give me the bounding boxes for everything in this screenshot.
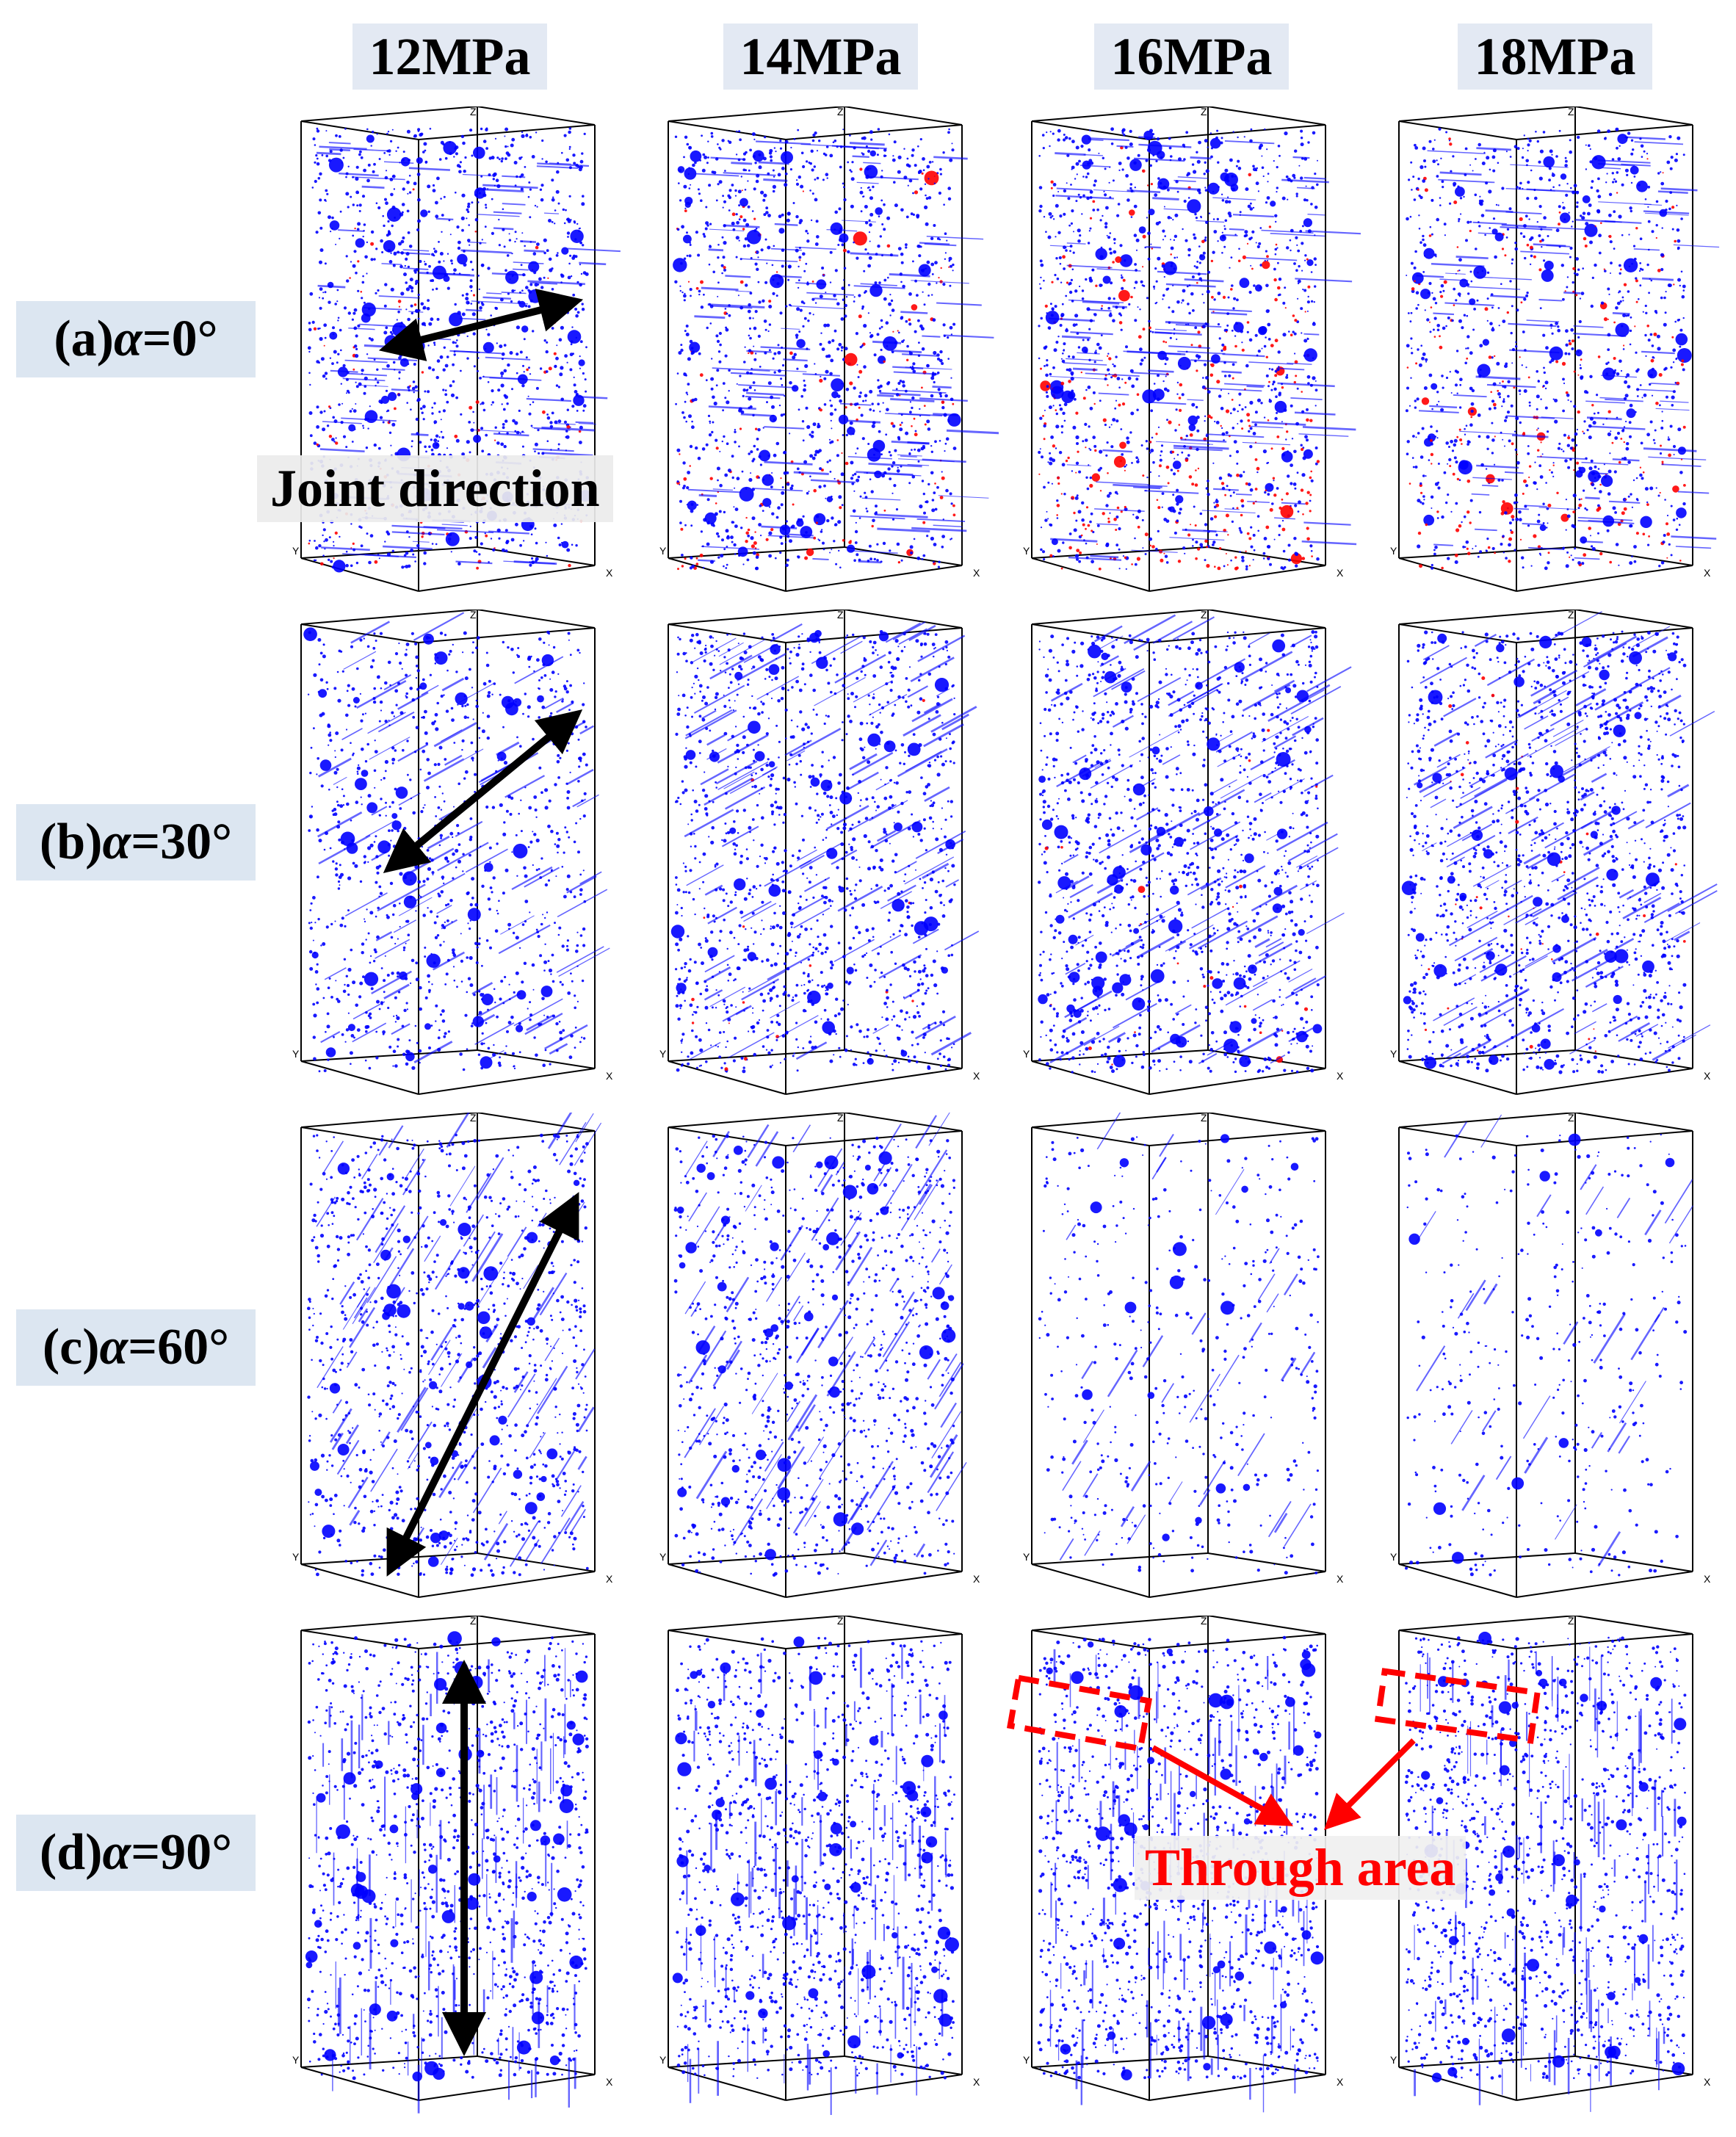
row-header-d: (d) α =90° [16, 1815, 256, 1891]
axis-letter-x: X [1337, 1070, 1344, 1082]
row-a-prefix: (a) [54, 311, 114, 367]
row-b-prefix: (b) [39, 814, 103, 870]
axis-letter-y: Y [292, 1048, 300, 1060]
axis-letter-x: X [1704, 1573, 1711, 1585]
axis-letter-x: X [973, 1070, 980, 1082]
axis-letter-z: Z [837, 106, 844, 117]
axis-letter-z: Z [470, 106, 477, 117]
axis-letter-z: Z [1201, 1616, 1207, 1627]
axis-letter-x: X [973, 567, 980, 579]
axis-letter-x: X [1337, 567, 1344, 579]
axis-letter-z: Z [1201, 1113, 1207, 1124]
specimen-panel: Z Y X [286, 106, 632, 606]
axis-letter-y: Y [1390, 1551, 1397, 1563]
specimen-panel: Z Y X [654, 106, 999, 606]
axis-letter-z: Z [470, 610, 477, 621]
specimen-panel: Z Y X [286, 610, 632, 1109]
axis-letter-y: Y [659, 2054, 667, 2066]
joint-direction-label: Joint direction [257, 455, 613, 522]
axis-letter-x: X [606, 1573, 613, 1585]
axis-letter-y: Y [1023, 2054, 1030, 2066]
axis-letter-x: X [606, 2076, 613, 2088]
row-c-value: =60° [128, 1319, 230, 1375]
row-header-c: (c) α =60° [16, 1309, 256, 1386]
row-d-symbol: α [102, 1824, 131, 1881]
axis-letter-y: Y [659, 545, 667, 557]
row-b-symbol: α [102, 814, 131, 870]
axis-letter-y: Y [1390, 1048, 1397, 1060]
specimen-panel: Z Y X [654, 1616, 999, 2115]
axis-letter-x: X [973, 1573, 980, 1585]
axis-letter-x: X [1704, 1070, 1711, 1082]
axis-letter-z: Z [1568, 1616, 1574, 1627]
column-header-18mpa: 18MPa [1458, 23, 1652, 90]
axis-letter-y: Y [1390, 2054, 1397, 2066]
row-header-a: (a) α =0° [16, 301, 256, 377]
row-d-prefix: (d) [39, 1824, 103, 1881]
axis-letter-x: X [606, 1070, 613, 1082]
row-header-b: (b) α =30° [16, 804, 256, 881]
axis-letter-z: Z [1568, 610, 1574, 621]
specimen-panel: Z Y X [1017, 106, 1362, 606]
row-b-value: =30° [131, 814, 233, 870]
axis-letter-z: Z [1201, 610, 1207, 621]
axis-letter-x: X [1337, 2076, 1344, 2088]
axis-letter-x: X [973, 2076, 980, 2088]
axis-letter-z: Z [470, 1616, 477, 1627]
axis-letter-y: Y [1023, 545, 1030, 557]
specimen-panel: Z Y X [654, 1113, 999, 1612]
axis-letter-z: Z [837, 1113, 844, 1124]
axis-letter-z: Z [837, 1616, 844, 1627]
axis-letter-x: X [1337, 1573, 1344, 1585]
specimen-panel: Z Y X [1384, 1616, 1729, 2115]
specimen-panel: Z Y X [286, 1616, 632, 2115]
column-header-14mpa: 14MPa [723, 23, 918, 90]
row-a-value: =0° [142, 311, 218, 367]
axis-letter-z: Z [1568, 106, 1574, 117]
axis-letter-y: Y [659, 1551, 667, 1563]
row-c-prefix: (c) [42, 1319, 100, 1375]
column-header-16mpa: 16MPa [1094, 23, 1289, 90]
axis-letter-y: Y [659, 1048, 667, 1060]
column-header-12mpa: 12MPa [352, 23, 547, 90]
axis-letter-y: Y [1390, 545, 1397, 557]
axis-letter-x: X [1704, 2076, 1711, 2088]
axis-letter-x: X [1704, 567, 1711, 579]
axis-letter-z: Z [1568, 1113, 1574, 1124]
row-c-symbol: α [99, 1319, 129, 1375]
axis-letter-y: Y [292, 1551, 300, 1563]
specimen-panel: Z Y X [1384, 106, 1729, 606]
specimen-panel: Z Y X [654, 610, 999, 1109]
axis-letter-z: Z [837, 610, 844, 621]
specimen-panel: Z Y X [286, 1113, 632, 1612]
specimen-panel: Z Y X [1384, 610, 1729, 1109]
axis-letter-x: X [606, 567, 613, 579]
through-area-label: Through area [1135, 1836, 1466, 1900]
axis-letter-y: Y [292, 545, 300, 557]
row-d-value: =90° [131, 1824, 233, 1881]
axis-letter-z: Z [1201, 106, 1207, 117]
specimen-panel: Z Y X [1017, 1113, 1362, 1612]
row-a-symbol: α [114, 311, 142, 367]
specimen-panel: Z Y X [1384, 1113, 1729, 1612]
axis-letter-z: Z [470, 1113, 477, 1124]
axis-letter-y: Y [1023, 1048, 1030, 1060]
axis-letter-y: Y [292, 2054, 300, 2066]
specimen-panel: Z Y X [1017, 610, 1362, 1109]
axis-letter-y: Y [1023, 1551, 1030, 1563]
